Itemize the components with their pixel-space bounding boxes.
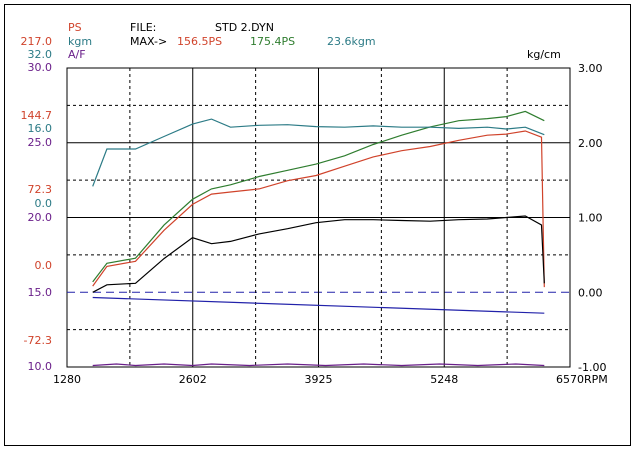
right-tick-label: 0.00 bbox=[578, 286, 603, 299]
x-axis-ticks: 1280 2602 3925 5248 6570 bbox=[53, 373, 584, 386]
series-line-0 bbox=[92, 130, 545, 288]
left-tick-label: 72.3 bbox=[28, 183, 53, 196]
right-axis-unit: kg/cm bbox=[527, 48, 561, 61]
series-group bbox=[92, 110, 545, 367]
x-axis-unit: RPM bbox=[584, 373, 608, 386]
file-name: STD 2.DYN bbox=[215, 21, 274, 34]
series-line-4 bbox=[92, 296, 545, 314]
right-tick-label: 2.00 bbox=[578, 137, 603, 150]
right-tick-label: 3.00 bbox=[578, 62, 603, 75]
x-tick-label: 6570 bbox=[556, 373, 584, 386]
left-tick-label: 10.0 bbox=[28, 360, 53, 373]
left-axis-ticks: 217.032.030.0144.716.025.072.30.020.00.0… bbox=[21, 35, 53, 373]
left-tick-label: 30.0 bbox=[28, 61, 53, 74]
x-tick-label: 2602 bbox=[179, 373, 207, 386]
max-label: MAX-> bbox=[130, 35, 167, 48]
left-tick-label: -72.3 bbox=[24, 334, 52, 347]
left-tick-label: 20.0 bbox=[28, 211, 53, 224]
left-tick-label: 0.0 bbox=[35, 197, 53, 210]
right-axis-ticks: 3.00 2.00 1.00 0.00 -1.00 bbox=[578, 62, 606, 374]
ps-legend-label: PS bbox=[68, 21, 82, 34]
kgm-legend-label: kgm bbox=[68, 35, 92, 48]
left-tick-label: 144.7 bbox=[21, 109, 53, 122]
x-tick-label: 3925 bbox=[305, 373, 333, 386]
file-label: FILE: bbox=[130, 21, 156, 34]
left-tick-label: 25.0 bbox=[28, 136, 53, 149]
left-tick-label: 32.0 bbox=[28, 48, 53, 61]
left-tick-label: 16.0 bbox=[28, 122, 53, 135]
left-tick-label: 217.0 bbox=[21, 35, 53, 48]
right-tick-label: -1.00 bbox=[578, 361, 606, 374]
left-tick-label: 0.0 bbox=[35, 259, 53, 272]
x-tick-label: 5248 bbox=[430, 373, 458, 386]
left-tick-label: 15.0 bbox=[28, 286, 53, 299]
plot-grid bbox=[66, 67, 571, 368]
series-line-3 bbox=[92, 215, 545, 293]
af-legend-label: A/F bbox=[68, 48, 86, 61]
chart-frame bbox=[4, 4, 631, 446]
right-tick-label: 1.00 bbox=[578, 212, 603, 225]
x-tick-label: 1280 bbox=[53, 373, 81, 386]
max-kgm: 23.6kgm bbox=[327, 35, 376, 48]
max-ps-red: 156.5PS bbox=[177, 35, 222, 48]
max-ps-green: 175.4PS bbox=[250, 35, 295, 48]
